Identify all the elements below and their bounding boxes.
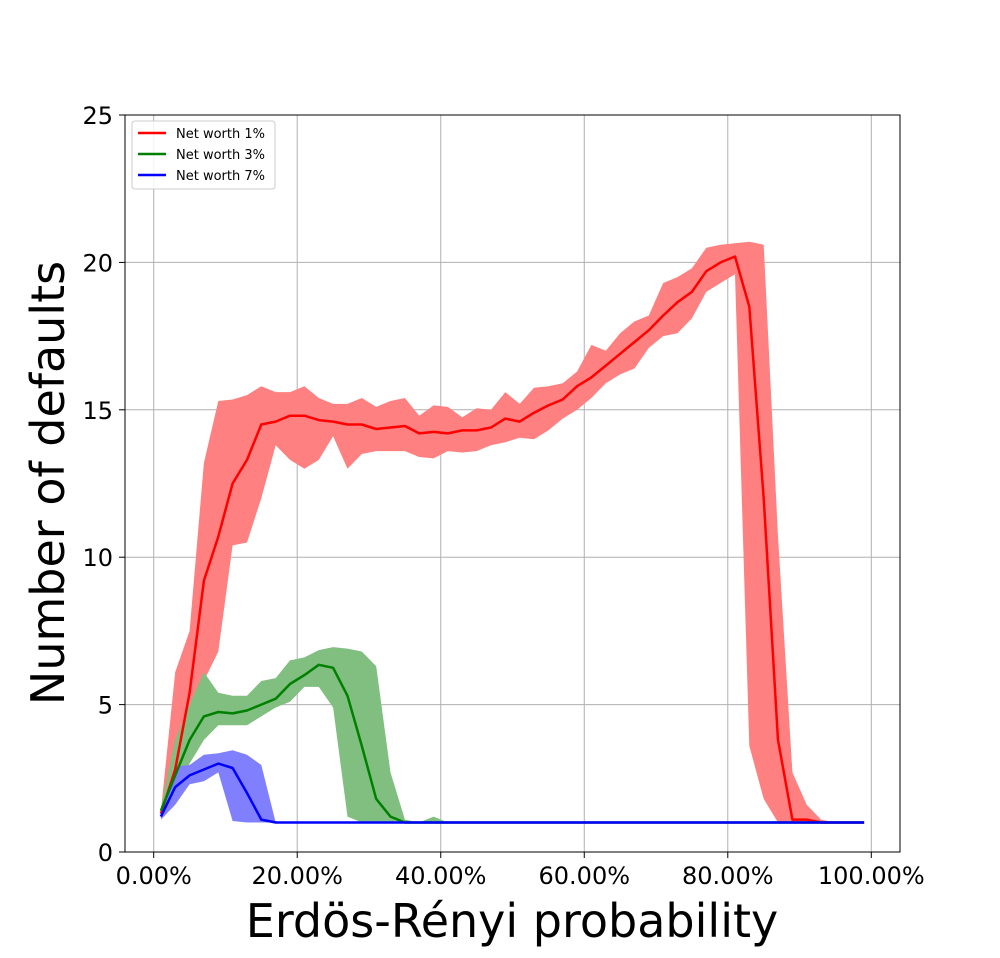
legend: Net worth 1% Net worth 3% Net worth 7% <box>131 120 276 190</box>
confidence-bands <box>160 241 865 823</box>
x-axis-label: Erdös-Rényi probability <box>246 894 778 948</box>
x-tick-label: 80.00% <box>682 862 774 890</box>
plot-frame <box>124 114 901 853</box>
x-tick-label: 20.00% <box>251 862 343 890</box>
y-tick-label: 10 <box>82 544 113 572</box>
x-tick-label: 60.00% <box>539 862 631 890</box>
series-lines <box>159 255 865 824</box>
band-series-3 <box>160 750 865 823</box>
y-tick-label: 25 <box>82 102 113 130</box>
y-tick-label: 20 <box>82 249 113 277</box>
x-axis-ticks: 0.00% 20.00% 40.00% 60.00% 80.00% 100.00% <box>116 852 925 890</box>
line-series-1 <box>159 255 865 824</box>
y-tick-label: 0 <box>98 839 113 867</box>
x-tick-label: 40.00% <box>395 862 487 890</box>
legend-label-2: Net worth 3% <box>176 148 265 163</box>
legend-box <box>131 120 276 190</box>
line-series-3 <box>159 762 865 824</box>
y-axis-ticks: 0 5 10 15 20 25 <box>82 102 125 867</box>
legend-label-3: Net worth 7% <box>176 169 265 184</box>
legend-label-1: Net worth 1% <box>176 127 265 142</box>
y-tick-label: 15 <box>82 397 113 425</box>
x-tick-label: 100.00% <box>818 862 925 890</box>
y-axis-label: Number of defaults <box>21 261 75 705</box>
y-tick-label: 5 <box>98 692 113 720</box>
x-tick-label: 0.00% <box>116 862 192 890</box>
band-series-2 <box>160 647 865 823</box>
